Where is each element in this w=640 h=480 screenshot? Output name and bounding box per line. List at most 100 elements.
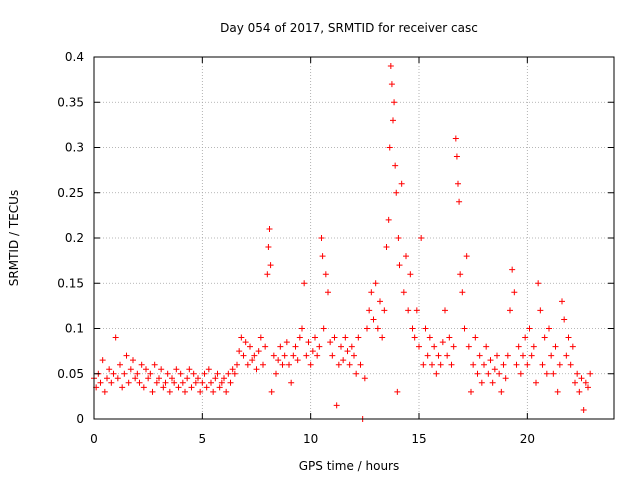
data-point (169, 375, 175, 382)
data-point (286, 361, 292, 368)
data-point (478, 379, 485, 386)
y-tick-label: 0.35 (57, 95, 84, 109)
data-point (238, 334, 245, 341)
data-point (270, 352, 277, 359)
data-point (344, 348, 351, 355)
data-point (552, 343, 559, 350)
data-point (123, 352, 130, 359)
data-point (453, 153, 460, 160)
data-point (563, 352, 570, 359)
data-point (138, 361, 145, 368)
data-point (156, 375, 162, 382)
data-points (91, 63, 594, 422)
data-point (468, 388, 474, 395)
data-point (279, 361, 286, 368)
data-point (392, 162, 399, 169)
data-point (99, 357, 106, 364)
data-point (325, 289, 331, 296)
data-point (400, 289, 407, 296)
data-point (195, 375, 201, 382)
data-point (578, 375, 585, 382)
x-axis-label: GPS time / hours (299, 459, 400, 473)
data-point (340, 357, 347, 364)
data-point (166, 388, 173, 395)
data-point (370, 316, 377, 323)
data-point (158, 366, 165, 373)
data-point (320, 325, 327, 332)
data-point (294, 357, 301, 364)
data-point (504, 352, 511, 359)
data-point (524, 361, 531, 368)
data-point (236, 348, 243, 355)
y-tick-label: 0.25 (57, 186, 84, 200)
data-point (461, 325, 468, 332)
data-point (296, 334, 303, 341)
data-point (184, 375, 191, 382)
data-point (149, 388, 156, 395)
data-point (556, 361, 563, 368)
data-point (379, 334, 386, 341)
data-point (208, 379, 214, 386)
y-axis-ticks: 0 0.05 0.1 0.15 0.2 0.25 0.3 0.35 0.4 (57, 50, 614, 426)
data-point (580, 406, 587, 413)
data-point (351, 352, 357, 359)
data-point (117, 361, 123, 368)
data-point (500, 361, 507, 368)
data-point (533, 379, 539, 386)
data-point (247, 343, 253, 350)
data-point (535, 280, 542, 287)
data-point (288, 379, 295, 386)
data-point (470, 361, 477, 368)
data-point (338, 343, 344, 350)
data-point (192, 379, 199, 386)
data-point (483, 343, 490, 350)
data-point (537, 307, 544, 314)
data-point (515, 343, 522, 350)
data-point (348, 343, 355, 350)
data-point (366, 307, 373, 314)
data-point (151, 361, 158, 368)
y-tick-label: 0.4 (65, 50, 84, 64)
data-point (201, 370, 208, 377)
data-point (429, 361, 435, 368)
data-point (225, 370, 232, 377)
data-point (407, 271, 414, 278)
data-point (104, 375, 110, 382)
data-point (403, 253, 409, 260)
data-point (372, 280, 379, 287)
data-point (567, 361, 574, 368)
data-point (216, 384, 223, 391)
data-point (433, 370, 440, 377)
data-point (331, 334, 338, 341)
data-point (136, 379, 143, 386)
data-point (409, 325, 416, 332)
data-point (307, 361, 314, 368)
data-point (494, 352, 500, 359)
data-point (416, 343, 422, 350)
data-point (110, 370, 117, 377)
data-point (305, 339, 312, 346)
data-point (106, 366, 113, 373)
data-point (108, 379, 115, 386)
data-point (121, 370, 128, 377)
data-point (255, 348, 262, 355)
data-point (312, 334, 318, 341)
data-point (496, 370, 503, 377)
data-point (509, 266, 516, 273)
grid-lines (94, 57, 614, 419)
y-tick-label: 0.15 (57, 276, 84, 290)
data-point (485, 370, 492, 377)
data-point (318, 235, 325, 241)
data-point (411, 334, 418, 341)
data-point (572, 379, 578, 386)
x-tick-label: 15 (411, 432, 426, 446)
y-axis-label: SRMTID / TECUs (7, 190, 21, 286)
data-point (251, 352, 258, 359)
data-point (431, 343, 438, 350)
data-point (444, 352, 451, 359)
data-point (314, 352, 321, 359)
data-point (463, 253, 470, 260)
data-point (539, 361, 546, 368)
data-point (346, 361, 353, 368)
data-point (223, 388, 230, 395)
